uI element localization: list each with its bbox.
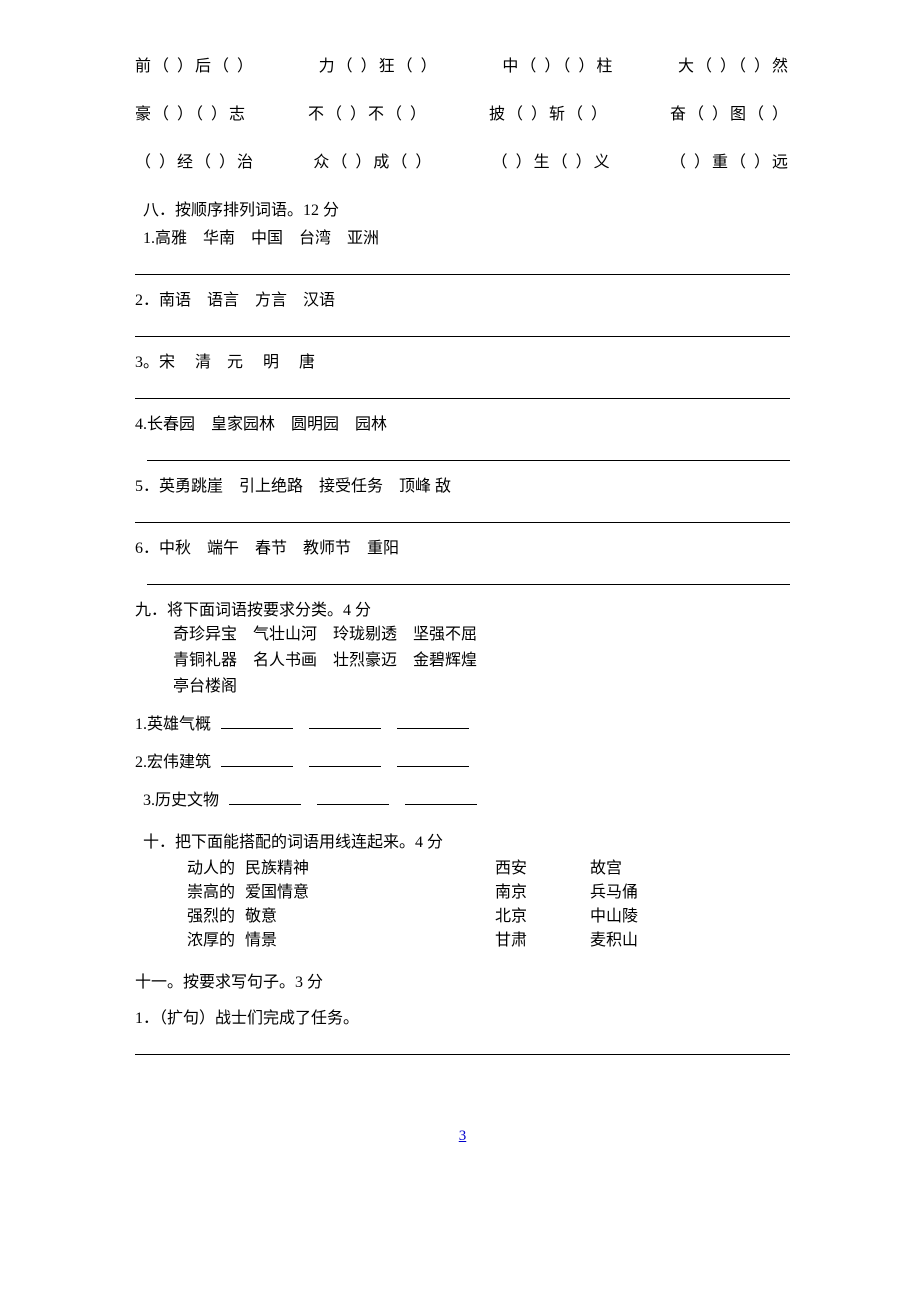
match-left-b: 敬意 xyxy=(245,905,495,929)
s8-q6: 6．中秋 端午 春节 教师节 重阳 xyxy=(135,537,790,561)
answer-line[interactable] xyxy=(135,317,790,337)
match-row[interactable]: 动人的 民族精神 西安 故宫 xyxy=(135,857,790,881)
s8-q3: 3。宋 清 元 明 唐 xyxy=(135,351,790,375)
match-left-b: 爱国情意 xyxy=(245,881,495,905)
s9-cat-2: 2.宏伟建筑 xyxy=(135,751,790,775)
match-block: 动人的 民族精神 西安 故宫 崇高的 爱国情意 南京 兵马俑 强烈的 敬意 北京… xyxy=(135,857,790,953)
idiom-cell: 奋（ ）图（ ） xyxy=(670,103,790,127)
match-right-a: 北京 xyxy=(495,905,590,929)
idiom-cell: 不（ ）不（ ） xyxy=(308,103,428,127)
match-right-b: 兵马俑 xyxy=(590,881,638,905)
s8-q2: 2．南语 语言 方言 汉语 xyxy=(135,289,790,313)
match-row[interactable]: 崇高的 爱国情意 南京 兵马俑 xyxy=(135,881,790,905)
s9-c1-label: 1.英雄气概 xyxy=(135,716,211,733)
answer-line[interactable] xyxy=(147,565,790,585)
answer-line[interactable] xyxy=(135,379,790,399)
idiom-cell: （ ）生（ ）义 xyxy=(492,151,612,175)
match-left-a: 强烈的 xyxy=(135,905,245,929)
match-left-b: 民族精神 xyxy=(245,857,495,881)
s9-cat-3: 3.历史文物 xyxy=(135,789,790,813)
fill-blank[interactable] xyxy=(309,713,381,729)
s8-q5: 5．英勇跳崖 引上绝路 接受任务 顶峰 敌 xyxy=(135,475,790,499)
fill-blank[interactable] xyxy=(317,789,389,805)
answer-line[interactable] xyxy=(135,255,790,275)
match-left-a: 动人的 xyxy=(135,857,245,881)
section-11-head: 十一。按要求写句子。3 分 xyxy=(135,971,790,995)
idiom-cell: 前（ ）后（ ） xyxy=(135,55,255,79)
s9-words-1: 奇珍异宝 气壮山河 玲珑剔透 坚强不屈 xyxy=(135,623,790,647)
match-left-a: 浓厚的 xyxy=(135,929,245,953)
fill-blank[interactable] xyxy=(405,789,477,805)
match-right-b: 麦积山 xyxy=(590,929,638,953)
s9-words-3: 亭台楼阁 xyxy=(135,675,790,699)
s9-c2-label: 2.宏伟建筑 xyxy=(135,754,211,771)
match-right-a: 西安 xyxy=(495,857,590,881)
s8-q4: 4.长春园 皇家园林 圆明园 园林 xyxy=(135,413,790,437)
idiom-row-3: （ ）经（ ）治 众（ ）成（ ） （ ）生（ ）义 （ ）重（ ）远 xyxy=(135,151,790,175)
match-row[interactable]: 浓厚的 情景 甘肃 麦积山 xyxy=(135,929,790,953)
idiom-cell: 中（ ）（ ）柱 xyxy=(502,55,614,79)
answer-line[interactable] xyxy=(147,441,790,461)
match-right-b: 故宫 xyxy=(590,857,622,881)
idiom-row-2: 豪（ ）（ ）志 不（ ）不（ ） 披（ ）斩（ ） 奋（ ）图（ ） xyxy=(135,103,790,127)
answer-line[interactable] xyxy=(135,1035,790,1055)
idiom-cell: 豪（ ）（ ）志 xyxy=(135,103,247,127)
s11-q1: 1．（扩句）战士们完成了任务。 xyxy=(135,1007,790,1031)
section-8-head: 八．按顺序排列词语。12 分 xyxy=(135,199,790,223)
s9-words-2: 青铜礼器 名人书画 壮烈豪迈 金碧辉煌 xyxy=(135,649,790,673)
answer-line[interactable] xyxy=(135,503,790,523)
section-10-head: 十．把下面能搭配的词语用线连起来。4 分 xyxy=(135,831,790,855)
idiom-cell: 披（ ）斩（ ） xyxy=(489,103,609,127)
fill-blank[interactable] xyxy=(397,713,469,729)
match-left-a: 崇高的 xyxy=(135,881,245,905)
page-number: 3 xyxy=(135,1125,790,1148)
section-9-head: 九．将下面词语按要求分类。4 分 xyxy=(135,599,790,623)
match-left-b: 情景 xyxy=(245,929,495,953)
s9-cat-1: 1.英雄气概 xyxy=(135,713,790,737)
match-row[interactable]: 强烈的 敬意 北京 中山陵 xyxy=(135,905,790,929)
match-right-a: 南京 xyxy=(495,881,590,905)
fill-blank[interactable] xyxy=(221,713,293,729)
idiom-row-1: 前（ ）后（ ） 力（ ）狂（ ） 中（ ）（ ）柱 大（ ）（ ）然 xyxy=(135,55,790,79)
s9-c3-label: 3.历史文物 xyxy=(143,792,219,809)
idiom-cell: 大（ ）（ ）然 xyxy=(678,55,790,79)
s8-q1: 1.高雅 华南 中国 台湾 亚洲 xyxy=(135,227,790,251)
match-right-b: 中山陵 xyxy=(590,905,638,929)
fill-blank[interactable] xyxy=(221,751,293,767)
idiom-cell: 力（ ）狂（ ） xyxy=(319,55,439,79)
fill-blank[interactable] xyxy=(309,751,381,767)
match-right-a: 甘肃 xyxy=(495,929,590,953)
idiom-cell: （ ）经（ ）治 xyxy=(135,151,255,175)
idiom-cell: （ ）重（ ）远 xyxy=(670,151,790,175)
fill-blank[interactable] xyxy=(229,789,301,805)
idiom-cell: 众（ ）成（ ） xyxy=(313,151,433,175)
fill-blank[interactable] xyxy=(397,751,469,767)
